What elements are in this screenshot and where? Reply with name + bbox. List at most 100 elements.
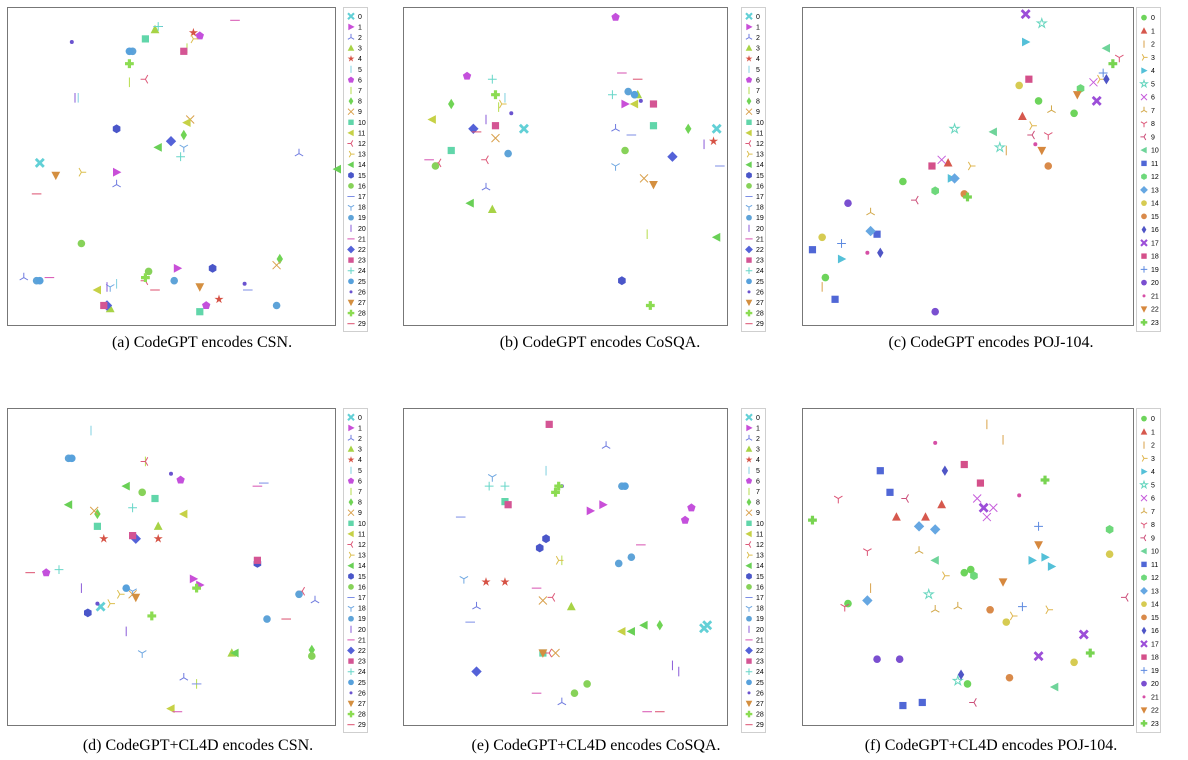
data-point-class-5	[922, 587, 935, 600]
legend-label-12: 12	[1151, 174, 1159, 181]
data-point-class-1	[892, 512, 901, 521]
data-point-class-15	[1044, 162, 1053, 170]
data-point-class-23	[1040, 475, 1050, 485]
legend-label-28: 28	[756, 311, 764, 318]
legend-marker-2	[347, 33, 355, 40]
legend-marker-11	[1141, 160, 1147, 167]
legend-label-6: 6	[1151, 496, 1155, 503]
data-point-class-28	[147, 611, 157, 621]
data-point-class-16	[308, 652, 316, 660]
legend-label-20: 20	[358, 627, 366, 634]
scatter-panel-5: 01234567891011121314151617181920212223(f…	[802, 408, 1161, 754]
legend-label-14: 14	[358, 563, 366, 570]
legend-label-24: 24	[358, 669, 366, 676]
data-point-class-23	[649, 100, 658, 108]
data-point-class-13	[116, 589, 125, 599]
legend-marker-6	[347, 76, 355, 83]
legend-marker-14	[1141, 601, 1147, 607]
data-point-class-20	[873, 655, 881, 663]
legend-marker-0	[745, 12, 753, 21]
legend-marker-9	[1140, 534, 1147, 542]
legend-marker-15	[348, 172, 354, 179]
data-point-class-11	[873, 230, 881, 238]
legend-label-20: 20	[1151, 681, 1159, 688]
data-point-class-6	[611, 12, 620, 21]
data-point-class-25	[68, 454, 76, 463]
data-point-class-3	[1045, 605, 1054, 615]
data-point-class-0	[1070, 109, 1078, 118]
legend-marker-20	[1141, 680, 1147, 687]
data-point-class-8	[840, 603, 850, 612]
data-point-class-9	[901, 494, 909, 503]
data-point-class-24	[128, 503, 137, 513]
legend-label-19: 19	[1151, 668, 1159, 675]
legend-label-25: 25	[756, 680, 764, 687]
legend-marker-16	[746, 183, 752, 189]
plot-frame	[403, 408, 728, 726]
legend-label-15: 15	[1151, 214, 1159, 221]
legend-marker-3	[347, 44, 355, 51]
legend-marker-12	[745, 140, 752, 147]
data-point-class-22	[1034, 541, 1043, 550]
data-point-class-10	[1049, 682, 1059, 692]
legend-marker-1	[1140, 27, 1148, 34]
legend-label-25: 25	[358, 680, 366, 687]
legend-marker-3	[745, 44, 753, 51]
data-point-class-4	[99, 533, 109, 543]
legend-marker-19	[348, 615, 354, 622]
legend-marker-6	[745, 76, 753, 83]
data-point-class-11	[166, 704, 175, 714]
legend-label-19: 19	[756, 215, 764, 222]
data-point-class-8	[308, 644, 315, 656]
legend-marker-0	[1141, 415, 1147, 422]
legend-label-14: 14	[1151, 201, 1159, 208]
legend-label-11: 11	[358, 531, 365, 538]
data-point-class-23	[180, 47, 188, 55]
legend-marker-11	[745, 530, 752, 538]
data-point-class-2	[19, 272, 29, 281]
legend-label-17: 17	[756, 595, 764, 602]
data-point-class-18	[611, 163, 620, 171]
data-point-class-16	[957, 669, 965, 680]
data-point-class-6	[988, 503, 998, 513]
legend-label-13: 13	[756, 553, 764, 560]
scatter-points	[19, 19, 341, 316]
legend-marker-19	[348, 214, 354, 221]
data-point-class-6	[937, 155, 947, 165]
legend-marker-11	[745, 129, 752, 137]
data-point-class-7	[914, 546, 924, 554]
data-point-class-0	[518, 123, 529, 134]
data-point-class-25	[630, 90, 639, 99]
plot-frame	[7, 408, 336, 726]
legend-label-8: 8	[1151, 522, 1155, 529]
data-point-class-16	[431, 162, 440, 170]
data-point-class-10	[447, 146, 455, 155]
legend-marker-17	[1140, 640, 1148, 648]
legend-label-2: 2	[358, 35, 362, 42]
legend-label-6: 6	[756, 77, 760, 84]
data-point-class-6	[202, 301, 211, 310]
legend-label-23: 23	[1151, 320, 1159, 327]
data-point-class-26	[242, 281, 247, 286]
legend-marker-28	[745, 309, 753, 317]
data-point-class-13	[78, 167, 87, 177]
legend-marker-23	[348, 257, 354, 263]
legend-label-0: 0	[756, 14, 760, 21]
legend-label-1: 1	[1151, 28, 1155, 35]
legend-label-9: 9	[1151, 535, 1155, 542]
legend-marker-26	[747, 691, 751, 695]
data-point-class-22	[1037, 146, 1047, 156]
panel-caption: (c) CodeGPT encodes POJ-104.	[888, 334, 1093, 351]
legend-marker-18	[1141, 253, 1147, 259]
scatter-panel-3: 0123456789101112131415161718192021222324…	[7, 408, 368, 754]
data-point-class-26	[69, 40, 74, 44]
data-point-class-10	[196, 308, 204, 316]
legend-label-17: 17	[358, 194, 366, 201]
data-point-class-26	[638, 98, 643, 103]
legend-marker-6	[1140, 93, 1148, 101]
legend-label-20: 20	[358, 226, 366, 233]
data-point-class-28	[554, 481, 564, 491]
legend-label-15: 15	[756, 574, 764, 581]
legend-label-18: 18	[358, 606, 366, 613]
